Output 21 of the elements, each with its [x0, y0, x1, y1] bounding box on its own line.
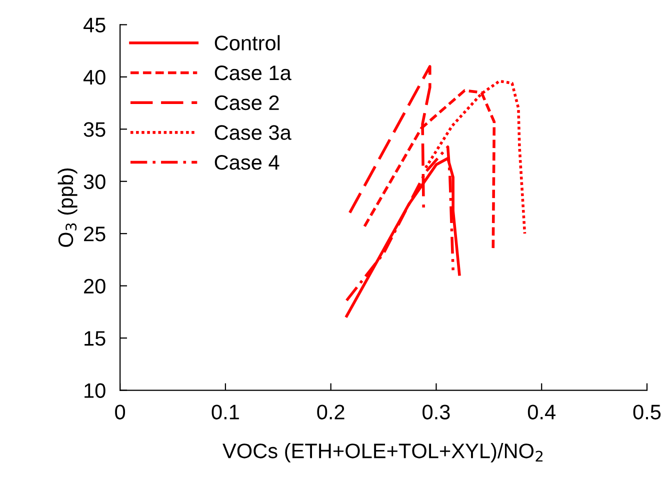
legend-label: Case 3a [214, 125, 292, 140]
x-axis-title: VOCs (ETH+OLE+TOL+XYL)/NO$_{2}$ [222, 443, 543, 462]
x-tick-label: 0.2 [317, 404, 344, 420]
y-axis-title: O$_{3}$ (ppb) [58, 168, 78, 247]
x-tick-label: 0.3 [422, 404, 450, 420]
x-tick-label: 0.5 [633, 404, 661, 420]
y-tick-label: 25 [84, 226, 106, 242]
y-tick-label: 20 [84, 278, 106, 294]
legend-label: Control [214, 35, 280, 50]
x-tick-label: 0.4 [528, 404, 556, 420]
y-tick-label: 45 [83, 18, 106, 32]
y-tick-label: 40 [83, 70, 106, 85]
x-tick-label: 0.1 [212, 404, 239, 420]
legend-label: Case 2 [214, 95, 279, 110]
legend-label: Case 1a [214, 66, 292, 80]
y-tick-label: 35 [84, 122, 106, 137]
legend-label: Case 4 [214, 155, 280, 170]
y-tick-label: 15 [84, 331, 106, 346]
y-tick-label: 30 [84, 174, 106, 190]
y-tick-label: 10 [84, 383, 106, 398]
x-tick-label: 0 [115, 404, 126, 420]
